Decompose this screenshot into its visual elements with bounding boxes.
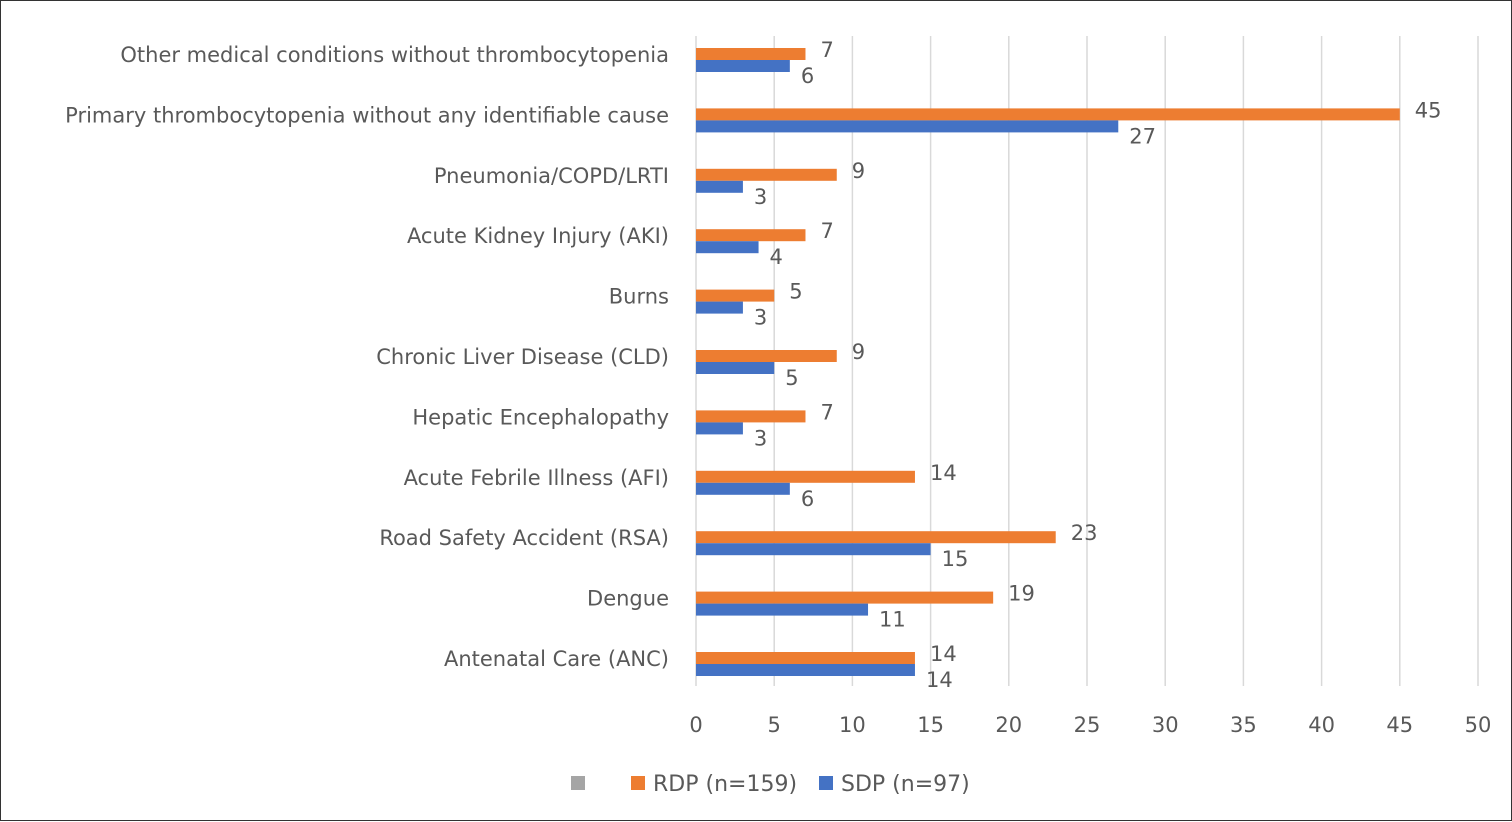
data-label: 7: [820, 400, 833, 424]
data-label: 3: [754, 185, 767, 209]
category-label: Burns: [609, 285, 669, 309]
data-label: 4: [770, 245, 783, 269]
bar-sdp: [696, 543, 931, 556]
bar-sdp: [696, 664, 915, 676]
bar-sdp: [696, 362, 775, 374]
x-tick-label: 20: [995, 713, 1022, 737]
x-tick-label: 30: [1152, 713, 1179, 737]
data-label: 45: [1415, 98, 1442, 122]
category-label: Acute Kidney Injury (AKI): [407, 224, 669, 248]
legend-swatch-rdp: [631, 776, 645, 790]
legend-label-sdp: SDP (n=97): [841, 772, 970, 797]
data-label: 23: [1071, 521, 1098, 545]
x-tick-label: 5: [768, 713, 781, 737]
data-label: 5: [785, 366, 798, 390]
bar-sdp: [696, 603, 869, 616]
category-label: Antenatal Care (ANC): [444, 647, 669, 671]
data-label: 19: [1008, 582, 1035, 606]
category-label: Pneumonia/COPD/LRTI: [434, 164, 669, 188]
category-label: Hepatic Encephalopathy: [412, 405, 669, 429]
data-label: 27: [1129, 124, 1156, 148]
bar-rdp: [696, 591, 994, 604]
x-tick-label: 25: [1074, 713, 1101, 737]
bar-rdp: [696, 410, 806, 423]
bar-sdp: [696, 180, 743, 193]
data-label: 6: [801, 487, 814, 511]
x-tick-label: 45: [1386, 713, 1413, 737]
bar-sdp: [696, 482, 790, 495]
x-tick-label: 50: [1465, 713, 1492, 737]
legend-label-rdp: RDP (n=159): [653, 772, 797, 797]
bar-sdp: [696, 422, 743, 435]
data-label: 7: [820, 219, 833, 243]
bar-rdp: [696, 350, 837, 362]
x-tick-label: 40: [1308, 713, 1335, 737]
x-tick-label: 10: [839, 713, 866, 737]
data-label: 9: [852, 340, 865, 364]
bar-sdp: [696, 241, 759, 254]
bar-rdp: [696, 652, 915, 664]
bar-rdp: [696, 229, 806, 242]
bar-sdp: [696, 60, 790, 72]
bar-rdp: [696, 168, 837, 181]
data-label: 14: [930, 642, 957, 666]
data-label: 15: [942, 547, 969, 571]
data-label: 9: [852, 159, 865, 183]
data-label: 3: [754, 306, 767, 330]
category-label: Acute Febrile Illness (AFI): [404, 466, 669, 490]
legend-swatch-unnamed: [571, 776, 585, 790]
bar-rdp: [696, 470, 915, 483]
data-label: 6: [801, 64, 814, 88]
category-label: Road Safety Accident (RSA): [379, 526, 669, 550]
category-label: Other medical conditions without thrombo…: [120, 43, 669, 67]
data-label: 11: [879, 608, 906, 632]
data-label: 14: [930, 461, 957, 485]
category-label: Primary thrombocytopenia without any ide…: [65, 103, 669, 127]
x-tick-label: 35: [1230, 713, 1257, 737]
bar-rdp: [696, 108, 1400, 121]
legend-swatch-sdp: [819, 776, 833, 790]
data-label: 7: [820, 38, 833, 62]
bar-rdp: [696, 289, 775, 302]
category-label: Chronic Liver Disease (CLD): [376, 345, 669, 369]
data-label: 3: [754, 426, 767, 450]
category-label: Dengue: [587, 587, 669, 611]
x-tick-label: 15: [917, 713, 944, 737]
data-label: 5: [789, 280, 802, 304]
bar-sdp: [696, 120, 1119, 133]
bar-sdp: [696, 301, 743, 314]
bar-rdp: [696, 48, 806, 60]
x-tick-label: 0: [689, 713, 702, 737]
data-label: 14: [926, 668, 953, 692]
bar-rdp: [696, 531, 1056, 544]
